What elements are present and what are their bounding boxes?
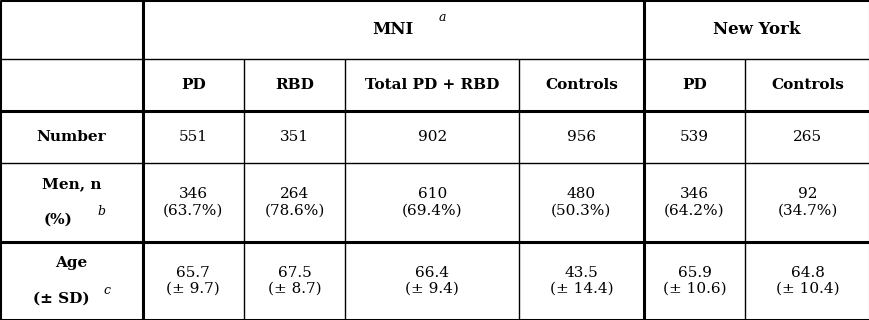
Text: 65.9
(± 10.6): 65.9 (± 10.6) [662,266,726,296]
Text: Controls: Controls [544,78,617,92]
Text: RBD: RBD [275,78,314,92]
Text: 64.8
(± 10.4): 64.8 (± 10.4) [775,266,839,296]
Text: PD: PD [181,78,205,92]
Text: (%): (%) [43,213,73,227]
Text: 264
(78.6%): 264 (78.6%) [264,187,324,217]
Text: 65.7
(± 9.7): 65.7 (± 9.7) [166,266,220,296]
Text: c: c [103,284,110,297]
Text: 956: 956 [567,130,595,144]
Text: 351: 351 [280,130,308,144]
Text: Total PD + RBD: Total PD + RBD [365,78,499,92]
Text: 92
(34.7%): 92 (34.7%) [777,187,837,217]
Text: 610
(69.4%): 610 (69.4%) [401,187,462,217]
Text: a: a [438,11,446,24]
Text: New York: New York [713,21,799,38]
Text: 902: 902 [417,130,447,144]
Text: 539: 539 [680,130,708,144]
Text: PD: PD [681,78,706,92]
Text: Number: Number [36,130,106,144]
Text: (± SD): (± SD) [32,291,90,305]
Text: Controls: Controls [770,78,843,92]
Text: 346
(63.7%): 346 (63.7%) [163,187,223,217]
Text: 480
(50.3%): 480 (50.3%) [551,187,611,217]
Text: Men, n: Men, n [42,178,101,192]
Text: 43.5
(± 14.4): 43.5 (± 14.4) [549,266,613,296]
Text: b: b [97,205,105,218]
Text: Age: Age [55,256,88,270]
Text: 551: 551 [179,130,208,144]
Text: 265: 265 [793,130,821,144]
Text: 66.4
(± 9.4): 66.4 (± 9.4) [405,266,459,296]
Text: 346
(64.2%): 346 (64.2%) [663,187,724,217]
Text: 67.5
(± 8.7): 67.5 (± 8.7) [268,266,322,296]
Text: MNI: MNI [372,21,414,38]
